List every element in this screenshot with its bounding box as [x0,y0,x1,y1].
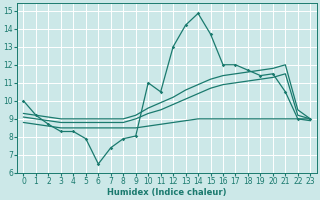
X-axis label: Humidex (Indice chaleur): Humidex (Indice chaleur) [107,188,227,197]
